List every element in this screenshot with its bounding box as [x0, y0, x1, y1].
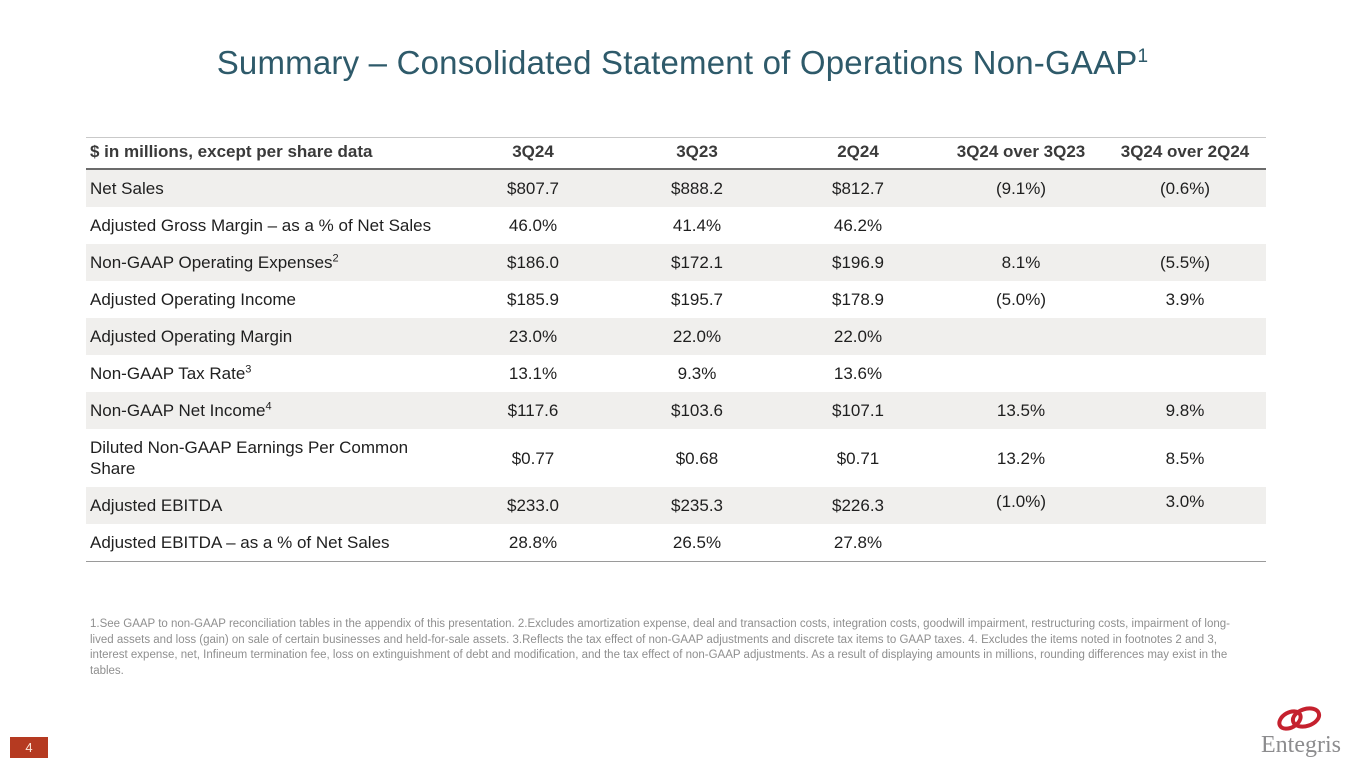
page-number: 4 [25, 740, 33, 755]
row-label: Adjusted Operating Income [90, 290, 297, 309]
row-label: Non-GAAP Operating Expenses [90, 253, 333, 272]
cell-3q24: 46.0% [508, 216, 558, 235]
cell-3q24-over-2q24 [1104, 318, 1266, 355]
table-body: Net Sales $807.7 $888.2 $812.7 (9.1%) (0… [86, 169, 1266, 562]
row-label-footnote-ref: 4 [265, 400, 272, 413]
cell-3q24-over-2q24: 3.0% [1165, 492, 1205, 511]
cell-3q24-over-3q23: 8.1% [1001, 253, 1041, 272]
row-label: Non-GAAP Tax Rate [90, 364, 246, 383]
column-header-3q24-over-2q24: 3Q24 over 2Q24 [1104, 137, 1266, 170]
cell-3q24-over-3q23 [938, 207, 1104, 244]
cell-2q24: $196.9 [832, 253, 884, 272]
row-label: Adjusted Operating Margin [90, 327, 293, 346]
row-label: Adjusted Gross Margin – as a % of Net Sa… [90, 216, 432, 235]
table-row: Adjusted EBITDA $233.0 $235.3 $226.3 (1.… [86, 487, 1266, 524]
column-header-3q23: 3Q23 [616, 137, 778, 170]
cell-2q24: 22.0% [833, 327, 883, 346]
cell-3q24-over-2q24: 8.5% [1165, 448, 1205, 468]
cell-3q24: $233.0 [507, 496, 559, 515]
cell-3q24-over-3q23 [938, 355, 1104, 392]
row-label-footnote-ref: 2 [332, 252, 339, 265]
page-number-badge: 4 [10, 737, 48, 758]
cell-3q23: 41.4% [672, 216, 722, 235]
cell-3q24: $186.0 [507, 253, 559, 272]
slide-title-footnote-ref: 1 [1137, 46, 1149, 67]
cell-3q24: $117.6 [507, 401, 559, 420]
cell-3q23: $103.6 [671, 401, 723, 420]
cell-3q23: $195.7 [671, 290, 723, 309]
slide-title-text: Summary – Consolidated Statement of Oper… [216, 44, 1138, 81]
column-header-3q24: 3Q24 [450, 137, 616, 170]
logo-rings-icon [1277, 706, 1322, 731]
footnotes-text: 1.See GAAP to non-GAAP reconciliation ta… [90, 618, 1230, 677]
row-label: Net Sales [90, 179, 164, 198]
cell-3q24-over-3q23 [938, 318, 1104, 355]
entegris-logo-graphic: Entegris [1261, 706, 1341, 758]
cell-2q24: $107.1 [832, 401, 884, 420]
entegris-logo: Entegris [1255, 704, 1347, 758]
cell-3q24-over-2q24: (5.5%) [1159, 253, 1211, 272]
cell-3q24-over-3q23: (9.1%) [995, 179, 1047, 198]
cell-3q23: $235.3 [671, 496, 723, 515]
table-row: Adjusted Gross Margin – as a % of Net Sa… [86, 207, 1266, 244]
column-header-units: $ in millions, except per share data [86, 137, 450, 170]
cell-3q23: 9.3% [677, 364, 717, 383]
column-header-2q24: 2Q24 [778, 137, 938, 170]
cell-3q24-over-2q24 [1104, 207, 1266, 244]
column-header-3q24-over-3q23: 3Q24 over 3Q23 [938, 137, 1104, 170]
cell-3q24-over-2q24: 3.9% [1165, 290, 1205, 309]
table-row: Non-GAAP Tax Rate3 13.1% 9.3% 13.6% [86, 355, 1266, 392]
row-label: Adjusted EBITDA – as a % of Net Sales [90, 533, 390, 552]
cell-3q24-over-3q23: 13.5% [996, 401, 1046, 420]
table-row: Non-GAAP Net Income4 $117.6 $103.6 $107.… [86, 392, 1266, 429]
cell-2q24: $178.9 [832, 290, 884, 309]
table-row: Adjusted EBITDA – as a % of Net Sales 28… [86, 524, 1266, 562]
cell-3q24: $807.7 [507, 179, 559, 198]
cell-3q24-over-3q23 [938, 524, 1104, 562]
cell-3q24: $185.9 [507, 290, 559, 309]
cell-2q24: $226.3 [832, 496, 884, 515]
cell-3q24: 23.0% [508, 327, 558, 346]
slide-title: Summary – Consolidated Statement of Oper… [0, 44, 1365, 82]
cell-3q24-over-3q23: (1.0%) [995, 492, 1047, 511]
cell-3q24: 28.8% [508, 533, 558, 552]
cell-3q24-over-2q24: 9.8% [1165, 401, 1205, 420]
cell-3q24: 13.1% [508, 364, 558, 383]
logo-wordmark: Entegris [1261, 732, 1341, 758]
row-label: Diluted Non-GAAP Earnings Per Common Sha… [90, 438, 409, 478]
table-row: Diluted Non-GAAP Earnings Per Common Sha… [86, 429, 1266, 487]
cell-3q23: $888.2 [671, 179, 723, 198]
cell-3q24: $0.77 [511, 448, 555, 468]
cell-2q24: 13.6% [833, 364, 883, 383]
table-header-row: $ in millions, except per share data 3Q2… [86, 137, 1266, 170]
cell-3q24-over-3q23: (5.0%) [995, 290, 1047, 309]
cell-3q24-over-2q24 [1104, 524, 1266, 562]
cell-2q24: 46.2% [833, 216, 883, 235]
financial-table: $ in millions, except per share data 3Q2… [86, 137, 1266, 562]
cell-3q24-over-2q24: (0.6%) [1159, 179, 1211, 198]
cell-3q23: $172.1 [671, 253, 723, 272]
cell-2q24: $812.7 [832, 179, 884, 198]
table-row: Net Sales $807.7 $888.2 $812.7 (9.1%) (0… [86, 169, 1266, 207]
cell-3q23: 22.0% [672, 327, 722, 346]
table-row: Adjusted Operating Margin 23.0% 22.0% 22… [86, 318, 1266, 355]
cell-2q24: 27.8% [833, 533, 883, 552]
row-label: Non-GAAP Net Income [90, 401, 266, 420]
cell-3q23: $0.68 [675, 448, 719, 468]
cell-3q24-over-2q24 [1104, 355, 1266, 392]
cell-3q24-over-3q23: 13.2% [996, 448, 1046, 468]
table-row: Adjusted Operating Income $185.9 $195.7 … [86, 281, 1266, 318]
table-row: Non-GAAP Operating Expenses2 $186.0 $172… [86, 244, 1266, 281]
row-label-footnote-ref: 3 [245, 363, 252, 376]
cell-3q23: 26.5% [672, 533, 722, 552]
row-label: Adjusted EBITDA [90, 496, 223, 515]
cell-2q24: $0.71 [836, 448, 880, 468]
